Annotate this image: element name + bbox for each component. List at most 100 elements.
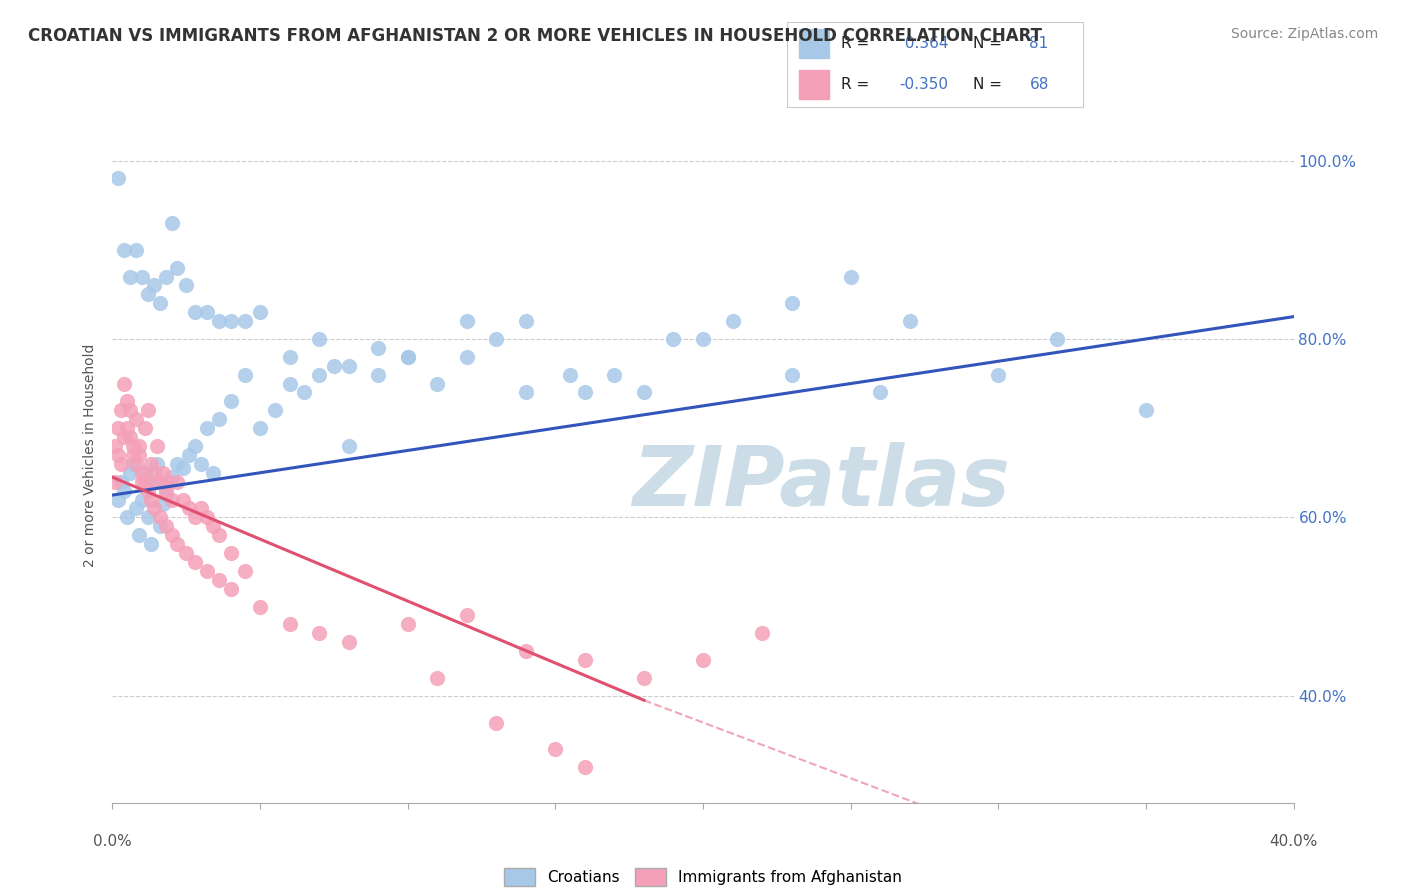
Point: [146, 457, 169, 471]
Text: 68: 68: [1029, 77, 1049, 92]
Point: [160, 492, 183, 507]
Point: [128, 448, 150, 462]
Point: [898, 314, 921, 328]
Point: [120, 403, 142, 417]
Point: [278, 617, 301, 632]
Point: [142, 466, 165, 480]
Point: [692, 332, 714, 346]
Point: [104, 475, 127, 489]
Point: [367, 341, 389, 355]
Y-axis label: 2 or more Vehicles in Household: 2 or more Vehicles in Household: [83, 343, 97, 566]
Point: [166, 260, 188, 275]
Point: [633, 385, 655, 400]
Point: [122, 448, 145, 462]
Point: [184, 555, 207, 569]
Point: [136, 483, 159, 498]
Point: [233, 368, 256, 382]
Point: [292, 385, 315, 400]
Point: [426, 671, 449, 685]
Point: [426, 376, 449, 391]
Point: [233, 564, 256, 578]
Point: [117, 510, 138, 524]
Point: [112, 430, 135, 444]
Point: [485, 332, 508, 346]
Point: [134, 421, 156, 435]
Point: [155, 488, 177, 502]
Point: [219, 314, 242, 328]
Point: [149, 296, 172, 310]
Point: [337, 439, 360, 453]
Text: N =: N =: [973, 36, 1007, 51]
Point: [264, 403, 287, 417]
Point: [110, 403, 132, 417]
Point: [166, 457, 188, 471]
Point: [131, 475, 153, 489]
Point: [107, 448, 129, 462]
Point: [751, 626, 773, 640]
Point: [190, 501, 212, 516]
Point: [485, 715, 508, 730]
Point: [184, 305, 207, 319]
Point: [104, 439, 127, 453]
Point: [107, 171, 129, 186]
Point: [184, 439, 207, 453]
Point: [201, 466, 224, 480]
Point: [136, 403, 159, 417]
Point: [208, 573, 231, 587]
Point: [120, 269, 142, 284]
Point: [112, 376, 135, 391]
Point: [1135, 403, 1157, 417]
Point: [558, 368, 582, 382]
Point: [201, 519, 224, 533]
Bar: [799, 70, 828, 99]
Point: [172, 492, 194, 507]
Point: [107, 492, 129, 507]
Point: [987, 368, 1010, 382]
Point: [128, 528, 150, 542]
Text: ZIPatlas: ZIPatlas: [633, 442, 1010, 524]
Point: [278, 376, 301, 391]
Text: -0.350: -0.350: [900, 77, 949, 92]
Point: [160, 528, 183, 542]
Point: [136, 287, 159, 301]
Point: [780, 368, 803, 382]
Point: [249, 599, 271, 614]
Point: [515, 385, 537, 400]
Point: [780, 296, 803, 310]
Bar: [799, 29, 828, 58]
Point: [125, 457, 148, 471]
Point: [155, 519, 177, 533]
Point: [219, 394, 242, 409]
Point: [134, 475, 156, 489]
Text: 0.0%: 0.0%: [93, 834, 132, 849]
Point: [839, 269, 862, 284]
Point: [166, 475, 188, 489]
Point: [195, 564, 218, 578]
Text: 81: 81: [1029, 36, 1049, 51]
Point: [308, 626, 330, 640]
Point: [117, 421, 138, 435]
Text: Source: ZipAtlas.com: Source: ZipAtlas.com: [1230, 27, 1378, 41]
Point: [125, 501, 148, 516]
Point: [574, 385, 596, 400]
Point: [155, 483, 177, 498]
Point: [172, 461, 194, 475]
Point: [139, 492, 162, 507]
Point: [131, 466, 153, 480]
Point: [721, 314, 744, 328]
Point: [160, 470, 183, 484]
Point: [396, 350, 419, 364]
Point: [456, 314, 478, 328]
Point: [195, 421, 218, 435]
Point: [174, 546, 197, 560]
Point: [208, 412, 231, 426]
Point: [131, 492, 153, 507]
Point: [456, 608, 478, 623]
Point: [208, 314, 231, 328]
Point: [149, 519, 172, 533]
Point: [396, 617, 419, 632]
Point: [142, 501, 165, 516]
Point: [134, 466, 156, 480]
Point: [515, 644, 537, 658]
Point: [190, 457, 212, 471]
